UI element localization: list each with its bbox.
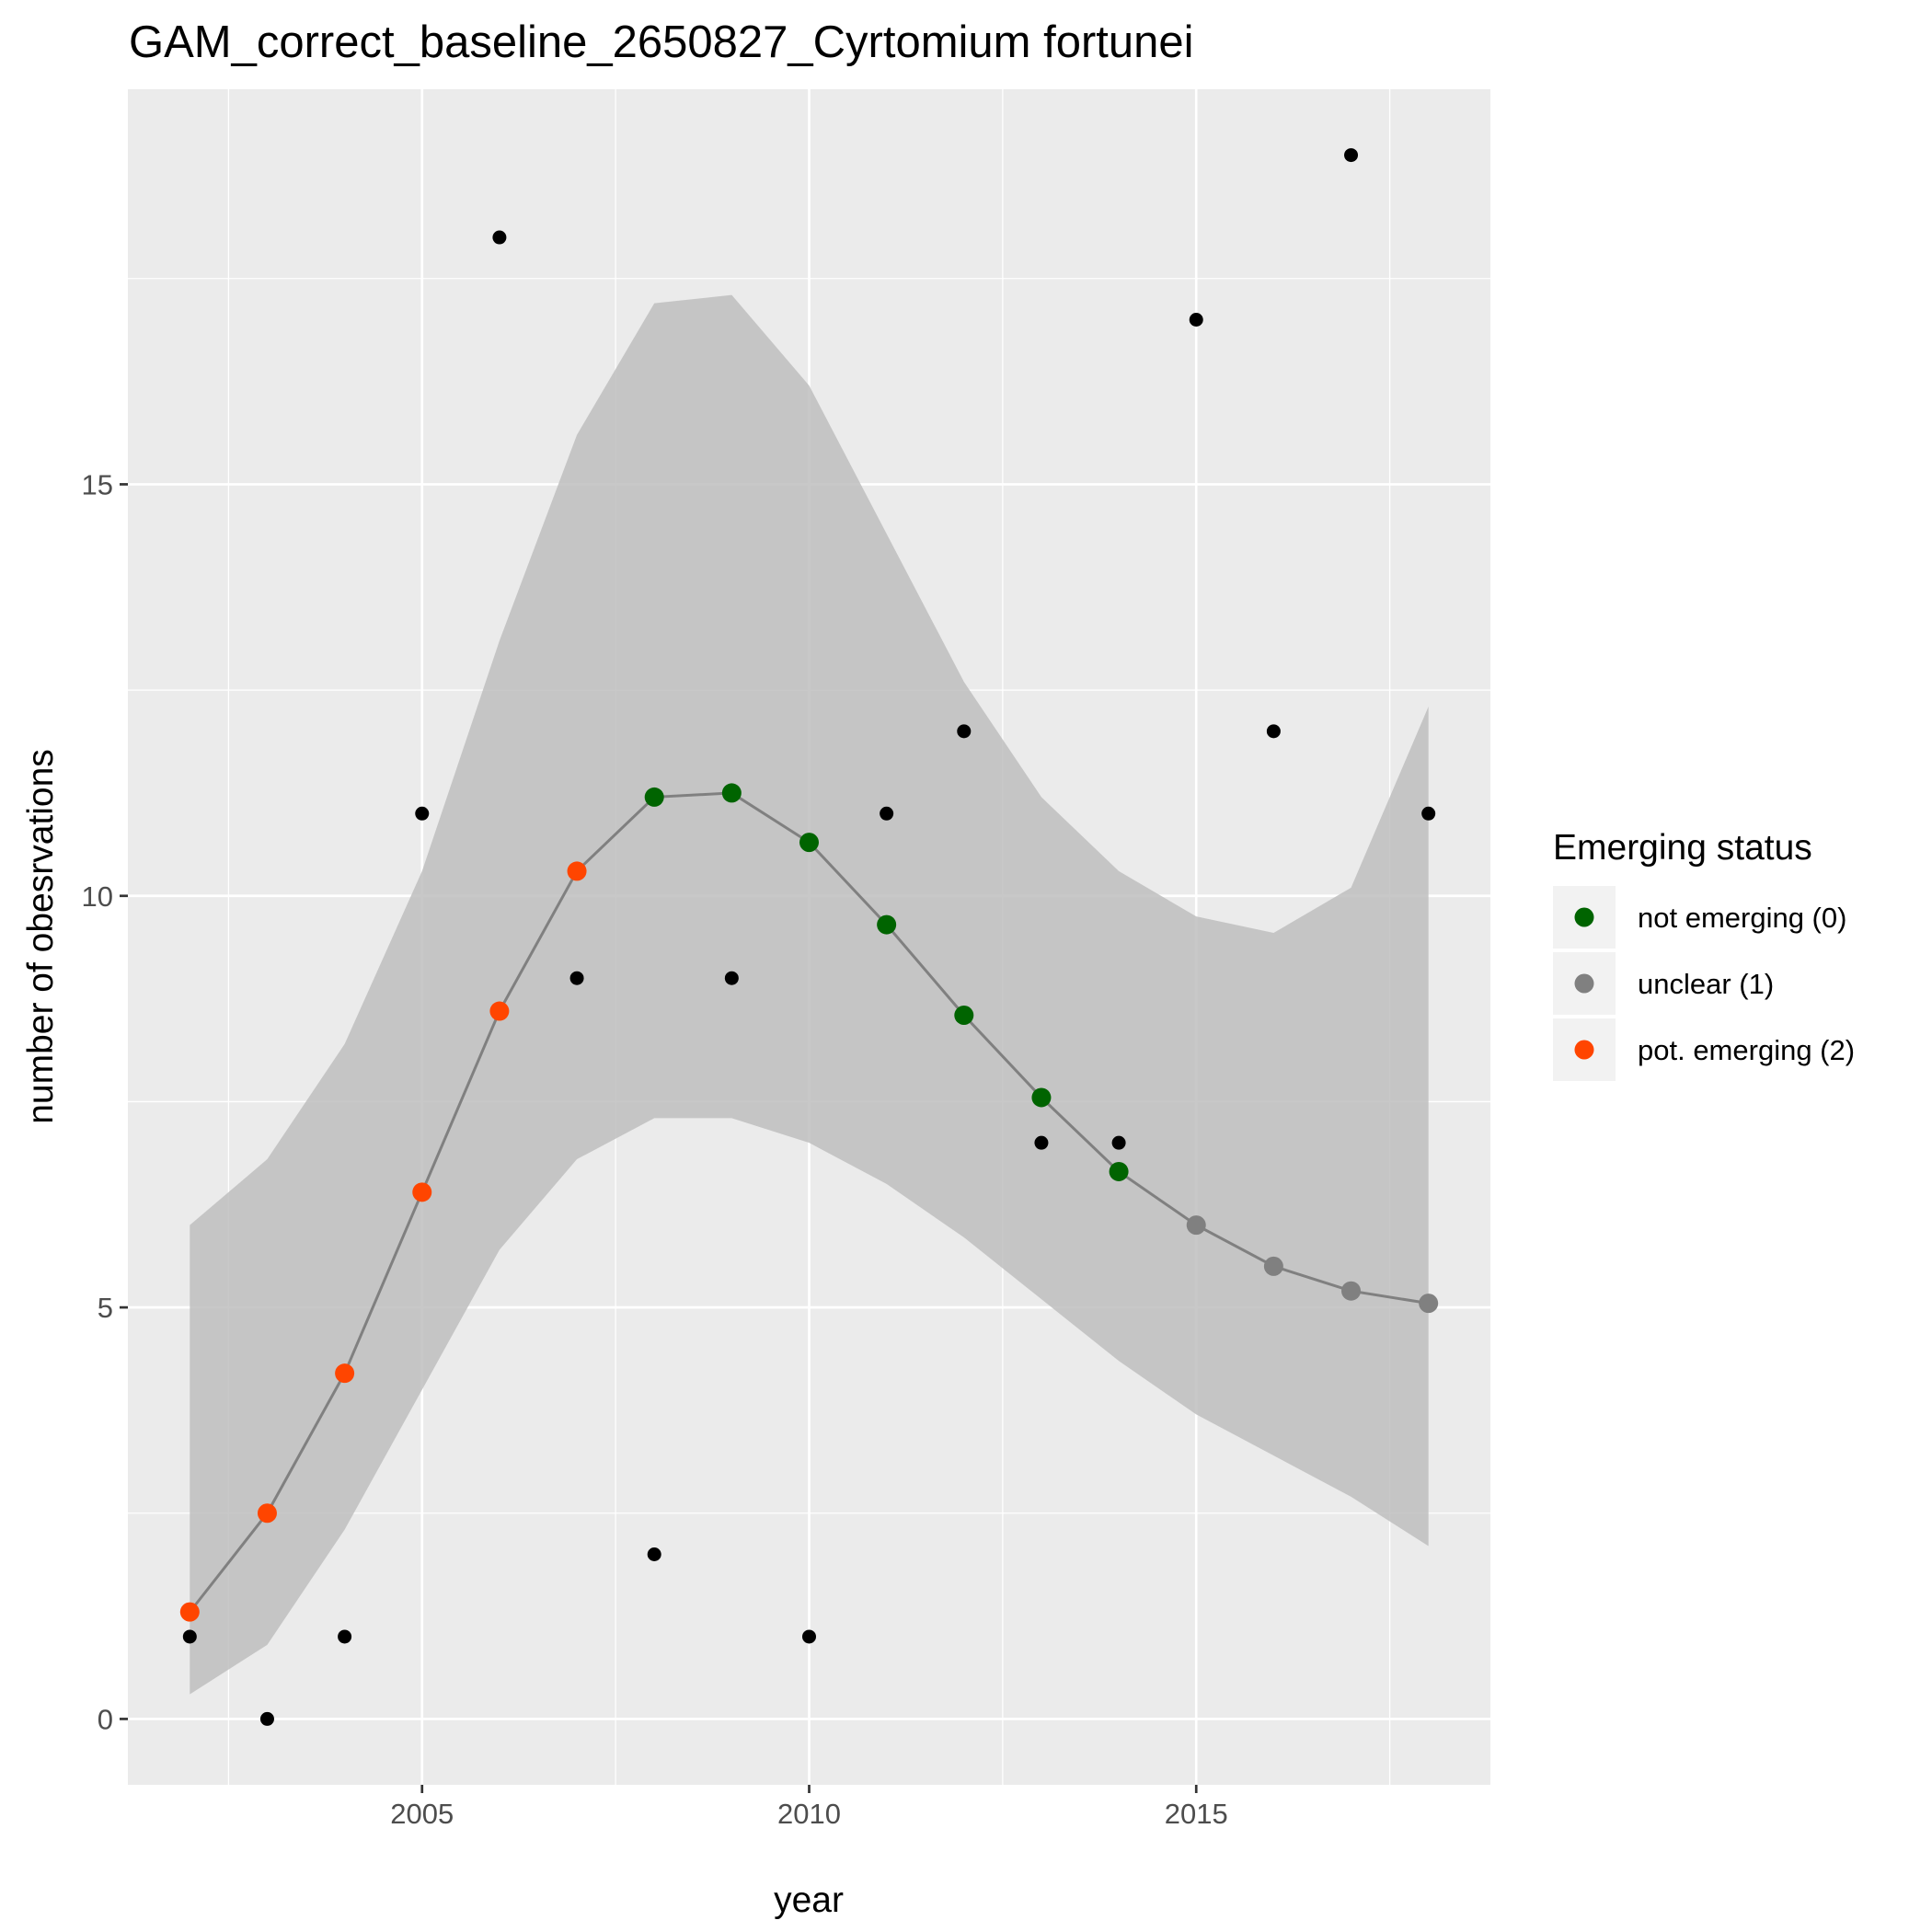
gam-fit-point bbox=[412, 1182, 432, 1202]
chart-title: GAM_correct_baseline_2650827_Cyrtomium f… bbox=[129, 17, 1194, 67]
x-tick-label: 2015 bbox=[1165, 1798, 1228, 1830]
gam-fit-point bbox=[799, 833, 819, 853]
gam-fit-points-layer bbox=[179, 783, 1439, 1622]
observation-point bbox=[1189, 313, 1203, 328]
legend-title: Emerging status bbox=[1553, 828, 1812, 868]
y-tick-label: 0 bbox=[98, 1703, 113, 1735]
x-tick-label: 2005 bbox=[390, 1798, 454, 1830]
observation-point bbox=[1421, 806, 1436, 821]
gam-fit-point bbox=[1419, 1294, 1439, 1314]
y-tick-label: 15 bbox=[82, 468, 113, 500]
observation-point bbox=[880, 806, 894, 821]
x-axis-title: year bbox=[774, 1880, 844, 1920]
legend-label: unclear (1) bbox=[1638, 968, 1774, 1000]
observations-layer bbox=[182, 148, 1436, 1726]
observation-point bbox=[1344, 148, 1359, 163]
observation-point bbox=[415, 806, 430, 821]
gam-fit-point bbox=[1263, 1256, 1283, 1276]
observation-point bbox=[1034, 1135, 1049, 1150]
gam-fit-point bbox=[335, 1363, 355, 1384]
legend-swatch bbox=[1574, 1040, 1594, 1060]
observation-point bbox=[647, 1547, 661, 1561]
gam-fit-point bbox=[954, 1005, 974, 1025]
observation-point bbox=[957, 724, 972, 739]
confidence-band bbox=[190, 294, 1429, 1695]
observation-point bbox=[259, 1711, 274, 1726]
gam-fit-point bbox=[1031, 1087, 1052, 1108]
legend: Emerging status not emerging (0) unclear … bbox=[1553, 828, 1855, 1081]
legend-swatch bbox=[1574, 907, 1594, 927]
gam-fit-point bbox=[721, 783, 742, 803]
x-axis: 2005 2010 2015 bbox=[390, 1785, 1228, 1830]
y-axis-title: number of obesrvations bbox=[21, 749, 61, 1124]
gam-fit-point bbox=[1341, 1281, 1362, 1301]
y-tick-label: 10 bbox=[82, 880, 113, 913]
observation-point bbox=[1111, 1135, 1126, 1150]
gam-fit-point bbox=[257, 1503, 277, 1524]
gam-fit-point bbox=[877, 914, 897, 935]
gam-fit-point bbox=[1186, 1215, 1206, 1236]
gam-fit-point bbox=[179, 1602, 200, 1622]
legend-swatch bbox=[1574, 973, 1594, 994]
observation-point bbox=[182, 1629, 197, 1644]
observation-point bbox=[492, 230, 507, 245]
legend-items: not emerging (0) unclear (1) pot. emerging… bbox=[1553, 886, 1855, 1081]
confidence-band-layer bbox=[190, 294, 1429, 1695]
legend-label: pot. emerging (2) bbox=[1638, 1034, 1855, 1066]
gam-fit-point bbox=[567, 861, 587, 881]
observation-point bbox=[1266, 724, 1281, 739]
observation-point bbox=[569, 971, 584, 985]
y-tick-label: 5 bbox=[98, 1292, 113, 1324]
gam-fit-point bbox=[644, 787, 664, 807]
observation-point bbox=[802, 1629, 816, 1644]
observation-point bbox=[724, 971, 739, 985]
gam-fit-point bbox=[1109, 1161, 1129, 1181]
x-tick-label: 2010 bbox=[777, 1798, 841, 1830]
observation-point bbox=[338, 1629, 352, 1644]
gam-fit-point bbox=[489, 1001, 510, 1021]
legend-label: not emerging (0) bbox=[1638, 902, 1846, 934]
y-axis: 0 5 10 15 bbox=[82, 468, 128, 1735]
